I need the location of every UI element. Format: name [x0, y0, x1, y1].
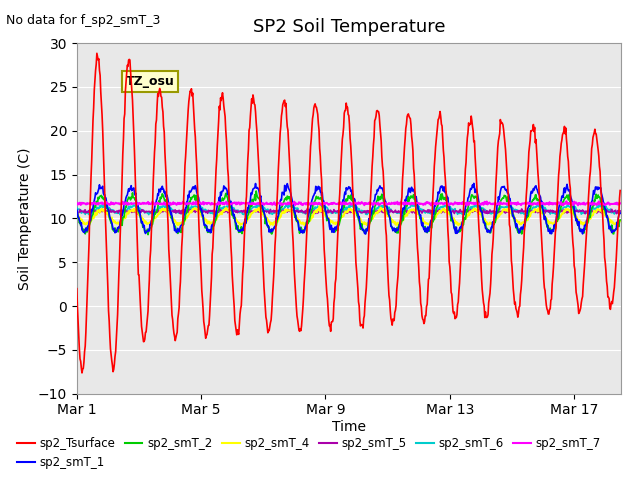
Y-axis label: Soil Temperature (C): Soil Temperature (C) [19, 147, 32, 289]
Legend: sp2_Tsurface, sp2_smT_1, sp2_smT_2, sp2_smT_4, sp2_smT_5, sp2_smT_6, sp2_smT_7: sp2_Tsurface, sp2_smT_1, sp2_smT_2, sp2_… [12, 433, 605, 474]
Title: SP2 Soil Temperature: SP2 Soil Temperature [253, 18, 445, 36]
X-axis label: Time: Time [332, 420, 366, 434]
Text: No data for f_sp2_smT_3: No data for f_sp2_smT_3 [6, 14, 161, 27]
Text: TZ_osu: TZ_osu [125, 75, 175, 88]
